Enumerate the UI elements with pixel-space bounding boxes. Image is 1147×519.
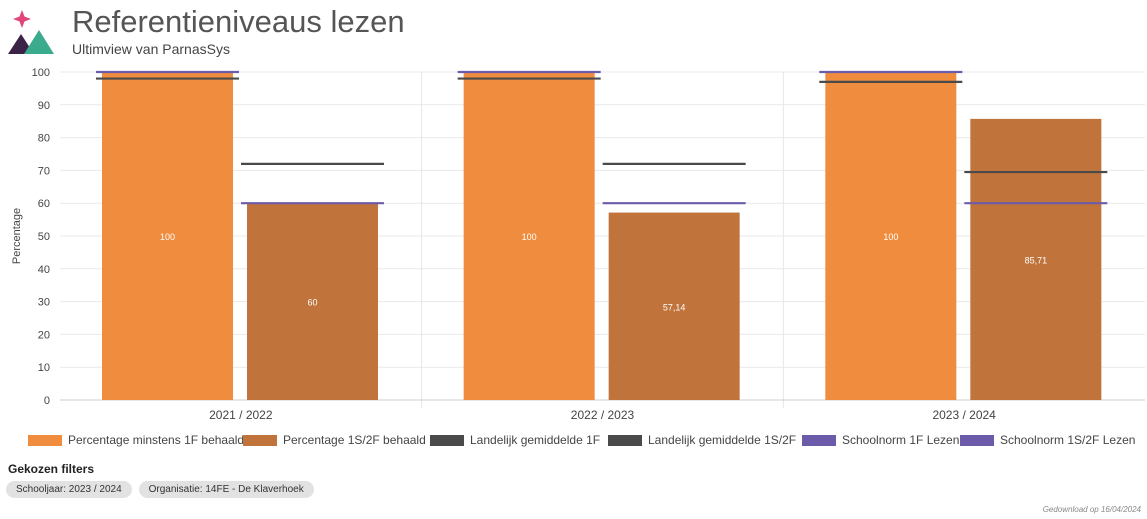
legend-item-landelijk-1f[interactable]: Landelijk gemiddelde 1F	[430, 430, 600, 450]
x-tick-label-1: 2022 / 2023	[571, 408, 635, 422]
legend-item-1s2f[interactable]: Percentage 1S/2F behaald	[243, 430, 426, 450]
legend-item-1f[interactable]: Percentage minstens 1F behaald	[28, 430, 244, 450]
bar-1s2f-1	[608, 212, 740, 400]
y-tick-label-70: 70	[38, 165, 50, 177]
bar-value-label: 100	[883, 232, 898, 242]
y-tick-label-40: 40	[38, 264, 50, 276]
y-tick-label-60: 60	[38, 198, 50, 210]
y-tick-label-90: 90	[38, 100, 50, 112]
legend-swatch-landelijk-1f	[430, 434, 464, 446]
bar-value-label: 57,14	[663, 302, 686, 312]
legend-swatch-schoolnorm-1f	[802, 434, 836, 446]
bar-1f-1	[463, 72, 595, 400]
header: Referentieniveaus lezen Ultimview van Pa…	[8, 4, 708, 57]
legend-swatch-landelijk-1s2f	[608, 434, 642, 446]
x-tick-label-0: 2021 / 2022	[209, 408, 273, 422]
y-tick-label-0: 0	[44, 395, 50, 407]
page-subtitle: Ultimview van ParnasSys	[72, 41, 230, 57]
page-title: Referentieniveaus lezen	[72, 4, 405, 39]
legend-swatch-schoolnorm-1s2f	[960, 434, 994, 446]
chart: 0 10 20 30 40 50 60 70 80 90 100 Percentage 100 60 202…	[11, 67, 1145, 422]
y-tick-label-50: 50	[38, 231, 50, 243]
bar-value-label: 100	[160, 232, 175, 242]
legend-item-schoolnorm-1f[interactable]: Schoolnorm 1F Lezen	[802, 430, 959, 450]
legend-label-landelijk-1s2f: Landelijk gemiddelde 1S/2F	[648, 433, 797, 447]
filter-chip-schooljaar[interactable]: Schooljaar: 2023 / 2024	[6, 481, 132, 498]
bar-value-label: 100	[522, 232, 537, 242]
legend-label-landelijk-1f: Landelijk gemiddelde 1F	[470, 433, 601, 447]
y-tick-label-20: 20	[38, 329, 50, 341]
y-tick-label-30: 30	[38, 297, 50, 309]
y-tick-label-10: 10	[38, 362, 50, 374]
logo-icon	[8, 10, 54, 54]
legend-swatch-1f	[28, 434, 62, 446]
download-note: Gedownload op 16/04/2024	[1042, 505, 1141, 514]
legend-item-landelijk-1s2f[interactable]: Landelijk gemiddelde 1S/2F	[608, 430, 796, 450]
filter-chip-organisatie[interactable]: Organisatie: 14FE - De Klaverhoek	[138, 481, 314, 498]
bar-1f-0	[102, 72, 233, 400]
bar-1f-2	[825, 72, 957, 400]
legend-label-1f: Percentage minstens 1F behaald	[68, 433, 245, 447]
bar-1s2f-2	[970, 118, 1102, 400]
y-tick-label-80: 80	[38, 133, 50, 145]
x-tick-label-2: 2023 / 2024	[932, 408, 996, 422]
legend-label-1s2f: Percentage 1S/2F behaald	[283, 433, 426, 447]
bar-1s2f-0	[247, 203, 378, 400]
filters-title: Gekozen filters	[8, 462, 95, 476]
legend-label-schoolnorm-1s2f: Schoolnorm 1S/2F Lezen	[1000, 433, 1136, 447]
y-tick-label-100: 100	[32, 67, 50, 79]
legend-swatch-1s2f	[243, 434, 277, 446]
bar-value-label: 60	[307, 298, 317, 308]
filter-chips: Schooljaar: 2023 / 2024 Organisatie: 14F…	[6, 481, 314, 498]
y-axis-label: Percentage	[11, 208, 23, 264]
bar-value-label: 85,71	[1025, 255, 1048, 265]
legend-item-schoolnorm-1s2f[interactable]: Schoolnorm 1S/2F Lezen	[960, 430, 1135, 450]
legend-label-schoolnorm-1f: Schoolnorm 1F Lezen	[842, 433, 960, 447]
chart-legend: Percentage minstens 1F behaald Percentag…	[28, 430, 1143, 450]
